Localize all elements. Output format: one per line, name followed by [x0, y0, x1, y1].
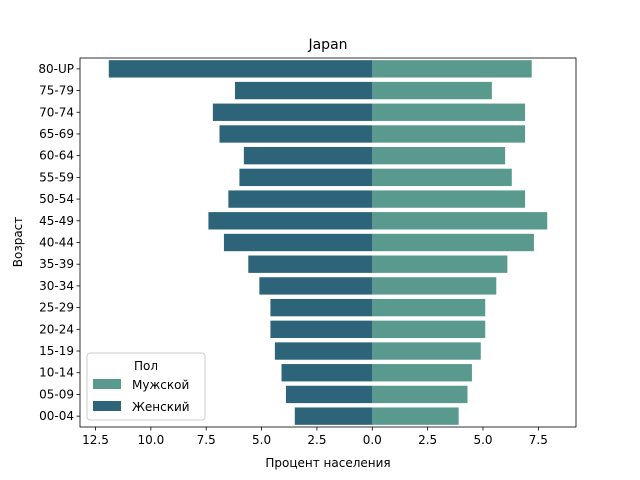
bar-male-70-74	[372, 103, 526, 121]
bar-female-75-79	[235, 81, 373, 100]
y-tick-label: 80-UP	[38, 62, 74, 76]
bar-male-20-24	[372, 320, 486, 338]
legend-title: Пол	[134, 359, 158, 373]
bar-female-60-64	[243, 146, 373, 165]
legend-swatch-male	[93, 379, 121, 389]
bar-female-25-29	[270, 298, 373, 317]
bar-female-80-UP	[108, 60, 373, 78]
bar-male-30-34	[372, 277, 497, 295]
plot-frame	[79, 57, 577, 428]
y-tick-label: 55-59	[39, 170, 74, 184]
bar-female-05-09	[285, 385, 373, 404]
bar-female-35-39	[248, 255, 373, 273]
y-tick-label: 50-54	[39, 192, 74, 206]
y-tick-label: 70-74	[39, 105, 74, 119]
bar-male-45-49	[372, 212, 548, 230]
y-tick-label: 25-29	[39, 301, 74, 315]
bar-male-50-54	[372, 190, 526, 208]
y-tick-label: 00-04	[39, 409, 74, 423]
chart-title: Japan	[307, 37, 347, 53]
x-tick-label: 0.0	[363, 433, 382, 447]
y-tick-label: 60-64	[39, 149, 74, 163]
x-tick-label: 5.0	[252, 433, 271, 447]
x-tick-label: 7.5	[197, 433, 216, 447]
y-axis-label: Возраст	[11, 217, 25, 268]
bar-female-65-69	[219, 125, 373, 143]
legend: Пол Мужской Женский	[86, 352, 206, 421]
bar-male-75-79	[372, 81, 492, 100]
x-tick-label: 10.0	[137, 433, 164, 447]
y-tick-label: 45-49	[39, 214, 74, 228]
legend-label-female: Женский	[132, 400, 190, 414]
bar-male-55-59	[372, 168, 512, 187]
x-tick-label: 2.5	[307, 433, 326, 447]
x-tick-label: 2.5	[418, 433, 437, 447]
y-tick-label: 75-79	[39, 84, 74, 98]
bar-male-80-UP	[372, 60, 532, 78]
bar-female-00-04	[294, 407, 373, 425]
bars-layer	[108, 60, 548, 425]
legend-swatch-female	[93, 401, 121, 411]
bar-female-15-19	[274, 342, 373, 360]
bar-male-60-64	[372, 146, 506, 165]
bar-female-70-74	[212, 103, 373, 121]
bar-female-10-14	[281, 364, 373, 382]
bar-female-50-54	[228, 190, 373, 208]
bar-male-65-69	[372, 125, 526, 143]
x-axis-label: Процент населения	[265, 456, 390, 470]
bar-female-55-59	[239, 168, 373, 187]
y-tick-label: 15-19	[39, 344, 74, 358]
bar-male-40-44	[372, 233, 534, 252]
y-tick-label: 05-09	[39, 387, 74, 401]
x-tick-label: 5.0	[473, 433, 492, 447]
bar-male-05-09	[372, 385, 468, 404]
bar-female-40-44	[223, 233, 373, 252]
x-tick-label: 12.5	[82, 433, 109, 447]
bar-male-35-39	[372, 255, 508, 273]
bar-female-45-49	[208, 212, 373, 230]
bar-male-25-29	[372, 298, 486, 317]
y-tick-label: 10-14	[39, 366, 74, 380]
y-axis-ticks: 80-UP 75-79 70-74 65-69 60-64 55-59 50-54 45-49…	[38, 62, 80, 423]
bar-male-00-04	[372, 407, 459, 425]
y-tick-label: 35-39	[39, 257, 74, 271]
bar-female-30-34	[259, 277, 373, 295]
y-tick-label: 30-34	[39, 279, 74, 293]
bar-female-20-24	[270, 320, 373, 338]
bar-male-10-14	[372, 364, 472, 382]
x-tick-label: 7.5	[529, 433, 548, 447]
y-tick-label: 40-44	[39, 236, 74, 250]
y-tick-label: 65-69	[39, 127, 74, 141]
legend-label-male: Мужской	[132, 378, 189, 392]
bar-male-15-19	[372, 342, 481, 360]
y-tick-label: 20-24	[39, 322, 74, 336]
x-axis-ticks: 12.5 10.0 7.5 5.0 2.5 0.0 2.5 5.0 7.5	[82, 427, 548, 447]
